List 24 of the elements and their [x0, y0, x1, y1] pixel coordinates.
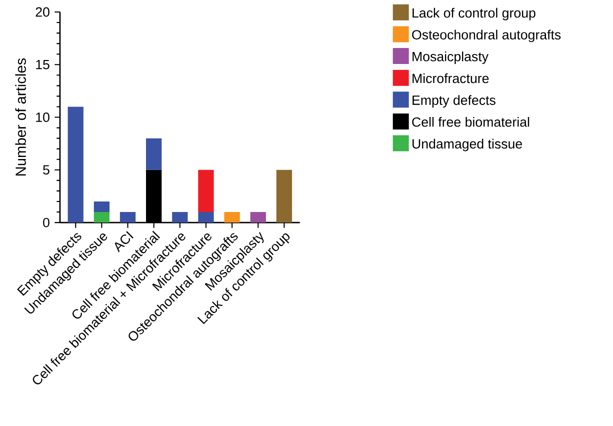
y-tick-label: 10 — [36, 112, 50, 122]
bar — [224, 212, 240, 222]
y-tick-label: 5 — [43, 165, 50, 174]
legend-label: Microfracture — [412, 73, 489, 83]
legend-label: Empty defects — [412, 94, 496, 108]
bar — [172, 212, 188, 222]
legend-label: Mosaicplasty — [412, 51, 488, 64]
bar — [68, 106, 84, 222]
bar — [276, 170, 292, 222]
y-tick-label: 20 — [36, 7, 50, 16]
legend-label: Undamaged tissue — [412, 138, 522, 152]
bar — [250, 212, 266, 222]
legend-label: Lack of control group — [412, 8, 536, 20]
bar — [94, 201, 110, 212]
legend-label: Cell free biomaterial — [412, 116, 530, 127]
bar — [146, 138, 162, 170]
y-tick-label: 0 — [43, 218, 50, 228]
bar — [198, 212, 214, 222]
bar — [198, 170, 214, 212]
y-axis-title: Number of articles — [15, 58, 26, 176]
bar — [120, 212, 136, 222]
y-tick-label: 15 — [36, 60, 50, 70]
bar — [94, 212, 110, 222]
legend-label: Osteochondral autografts — [412, 30, 561, 42]
